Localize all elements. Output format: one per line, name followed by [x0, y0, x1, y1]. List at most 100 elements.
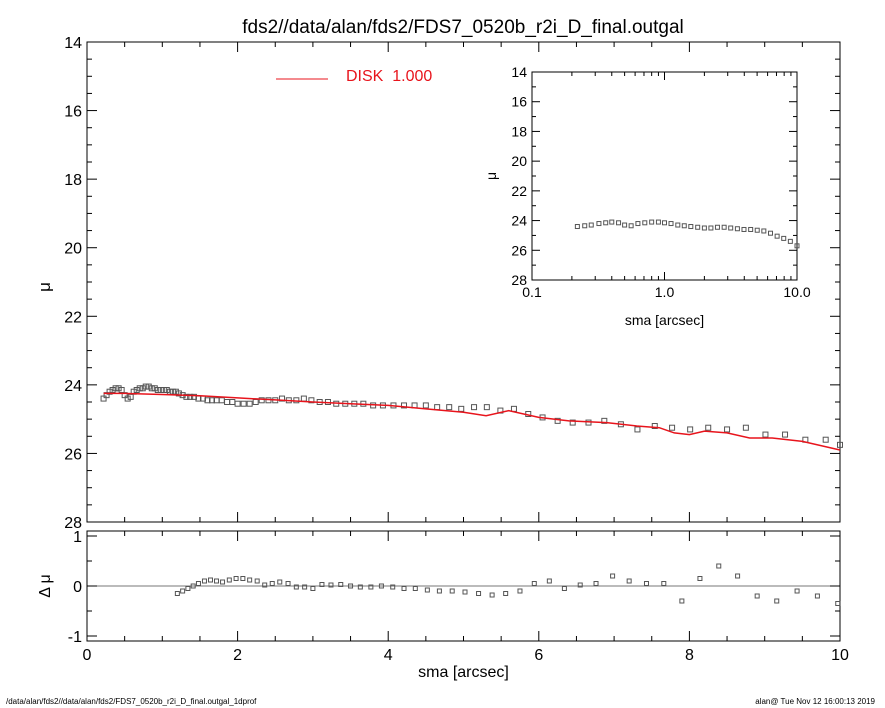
main-data-point: [139, 385, 146, 392]
residual-point: [226, 577, 232, 583]
inset-data-point: [761, 228, 767, 234]
inset-y-axis-label: μ: [483, 172, 499, 180]
main-data-point: [601, 417, 608, 424]
residual-x-tick-label: 8: [685, 647, 694, 664]
main-data-point: [106, 388, 113, 395]
inset-data-point: [768, 230, 774, 236]
residual-point: [503, 591, 509, 596]
main-data-point: [157, 387, 164, 393]
residual-point: [269, 581, 275, 586]
main-data-point: [422, 402, 429, 409]
inset-data-point: [734, 226, 740, 232]
main-data-point: [724, 426, 731, 433]
main-data-point: [224, 399, 231, 405]
main-data-point: [837, 441, 843, 448]
residual-point: [577, 582, 583, 588]
residual-point: [593, 581, 599, 586]
residual-point: [262, 582, 268, 588]
main-data-point: [234, 400, 241, 407]
inset-data-point: [628, 223, 634, 229]
inset-y-tick-label: 22: [511, 183, 527, 199]
main-data-point: [169, 388, 176, 395]
residual-point: [814, 593, 820, 599]
main-y-tick-label: 20: [64, 241, 82, 258]
main-data-point: [634, 426, 641, 433]
residual-point: [240, 576, 246, 581]
inset-data-point: [609, 219, 615, 225]
main-data-point: [300, 395, 307, 402]
main-y-tick-label: 26: [64, 446, 82, 463]
residual-x-tick-label: 0: [83, 647, 92, 664]
inset-x-tick-label: 1.0: [655, 284, 675, 300]
inset-data-point: [721, 224, 727, 230]
inset-y-tick-label: 14: [511, 64, 527, 80]
residual-point: [201, 578, 207, 584]
main-data-point: [240, 400, 247, 407]
inset-data-point: [655, 219, 661, 225]
inset-data-point: [582, 223, 588, 229]
residual-point: [233, 576, 239, 581]
main-data-point: [100, 395, 107, 402]
main-data-point: [705, 424, 712, 431]
residual-point: [214, 578, 220, 584]
residual-point: [661, 581, 667, 586]
main-y-tick-label: 14: [64, 35, 82, 52]
inset-data-point: [635, 221, 641, 227]
main-data-point: [308, 397, 315, 404]
inset-data-point: [695, 224, 701, 230]
residual-point: [207, 577, 213, 583]
main-data-point: [483, 404, 490, 411]
main-data-point: [172, 388, 179, 395]
footer-file-path: /data/alan/fds2//data/alan/fds2/FDS7_052…: [6, 697, 257, 706]
residual-point: [310, 586, 316, 591]
residual-x-tick-label: 4: [384, 647, 393, 664]
main-y-tick-label: 28: [64, 515, 82, 532]
main-data-point: [258, 397, 265, 404]
inset-data-point: [708, 225, 714, 231]
residual-point: [401, 586, 407, 591]
residual-point: [302, 584, 308, 590]
residual-y-tick-label: 1: [73, 529, 82, 546]
main-y-tick-label: 18: [64, 172, 82, 189]
main-data-point: [687, 426, 694, 433]
main-data-point: [121, 392, 128, 399]
main-y-tick-label: 24: [64, 378, 82, 395]
main-data-point: [471, 404, 478, 411]
main-data-point: [127, 393, 134, 400]
residual-x-tick-label: 6: [534, 647, 543, 664]
main-data-point: [252, 399, 259, 405]
residual-point: [697, 576, 703, 581]
residual-point: [794, 588, 800, 594]
inset-x-tick-label: 10.0: [783, 284, 810, 300]
legend-label: DISK 1.000: [346, 68, 432, 85]
residual-point: [220, 579, 226, 585]
residual-x-axis-label: sma [arcsec]: [418, 664, 509, 681]
main-data-point: [145, 383, 152, 390]
residual-point: [517, 588, 523, 594]
residual-point: [774, 598, 780, 604]
main-data-point: [669, 424, 676, 431]
residual-point: [348, 583, 354, 589]
inset-data-point: [787, 238, 793, 244]
inset-data-point: [668, 221, 674, 227]
residual-point: [561, 586, 567, 591]
main-data-point: [163, 387, 170, 393]
residual-y-tick-label: 0: [73, 579, 82, 596]
residual-point: [338, 582, 344, 587]
residual-point: [378, 583, 384, 589]
main-y-tick-label: 16: [64, 104, 82, 121]
inset-data-point: [701, 225, 707, 231]
main-data-point: [160, 387, 167, 393]
residual-point: [424, 587, 430, 593]
inset-panel: 14 16 18 20 22 24 26 280.1 1.0 10.0 sma [arcsec] μ: [483, 64, 811, 328]
inset-data-point: [781, 235, 787, 241]
residual-point: [462, 589, 468, 595]
residual-point: [328, 582, 334, 588]
main-data-point: [148, 385, 155, 392]
legend: DISK 1.000: [276, 68, 432, 85]
main-data-point: [133, 387, 140, 393]
residual-point: [735, 573, 741, 579]
inset-y-tick-label: 16: [511, 94, 527, 110]
inset-data-point: [728, 225, 734, 231]
residual-point: [190, 583, 196, 589]
